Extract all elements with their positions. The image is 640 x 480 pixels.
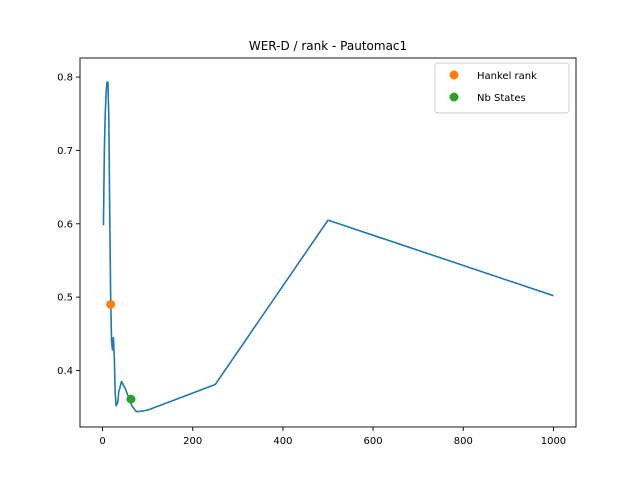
y-tick-label: 0.4 (57, 366, 73, 377)
legend-box (434, 62, 570, 114)
y-tick-label: 0.6 (57, 219, 73, 230)
marker-nb-states (126, 394, 136, 404)
legend-marker (449, 92, 459, 102)
axes-frame (79, 57, 577, 428)
axes: 0 200 400 600 800 1000 0.4 0.5 0.6 0.7 0.8 (57, 57, 577, 447)
plot-area (102, 81, 554, 413)
chart-title: WER-D / rank - Pautomac1 (249, 39, 407, 53)
x-tick-label: 800 (454, 436, 473, 447)
x-tick-label: 400 (273, 436, 292, 447)
x-tick-label: 1000 (541, 436, 566, 447)
y-tick-label: 0.8 (57, 73, 73, 84)
x-tick-label: 0 (99, 436, 105, 447)
legend-label: Nb States (477, 93, 526, 104)
x-tick-label: 200 (183, 436, 202, 447)
legend: Hankel rank Nb States (434, 62, 570, 114)
y-tick-label: 0.5 (57, 293, 73, 304)
y-tick-label: 0.7 (57, 146, 73, 157)
marker-hankel-rank (106, 299, 116, 309)
legend-label: Hankel rank (477, 71, 537, 82)
line-series (102, 81, 554, 413)
legend-marker (449, 70, 459, 80)
x-tick-label: 600 (364, 436, 383, 447)
